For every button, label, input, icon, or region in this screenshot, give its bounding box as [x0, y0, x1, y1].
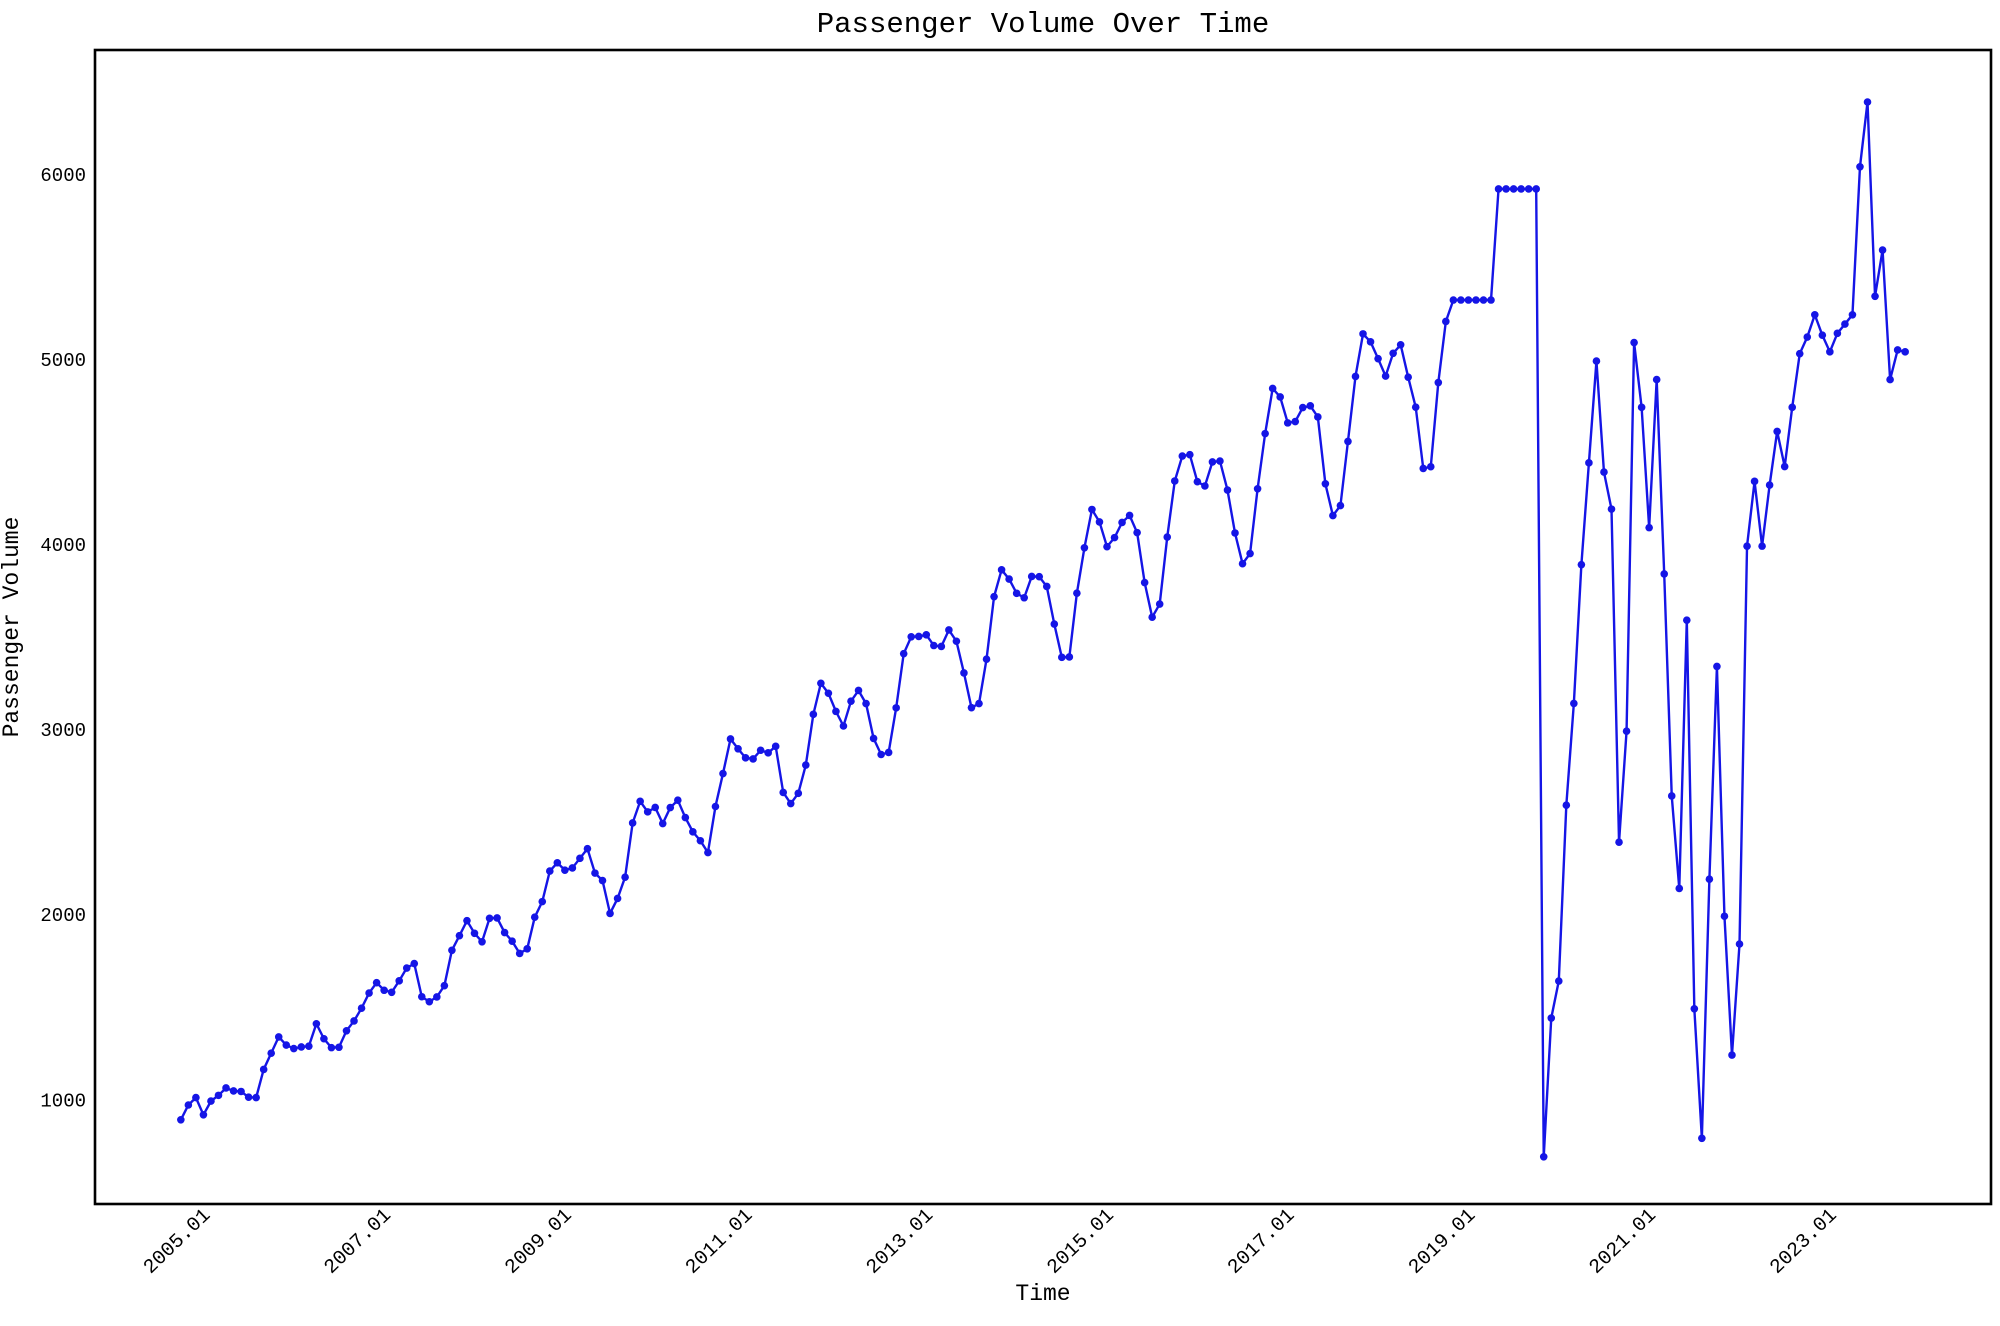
svg-text:Time: Time [1015, 1281, 1070, 1307]
svg-text:3000: 3000 [40, 720, 86, 742]
svg-text:1000: 1000 [40, 1090, 86, 1112]
svg-text:Passenger Volume: Passenger Volume [0, 517, 25, 738]
svg-text:5000: 5000 [40, 350, 86, 372]
svg-text:2000: 2000 [40, 905, 86, 927]
svg-text:4000: 4000 [40, 535, 86, 557]
svg-text:Passenger Volume Over Time: Passenger Volume Over Time [817, 8, 1269, 41]
svg-text:6000: 6000 [40, 165, 86, 187]
